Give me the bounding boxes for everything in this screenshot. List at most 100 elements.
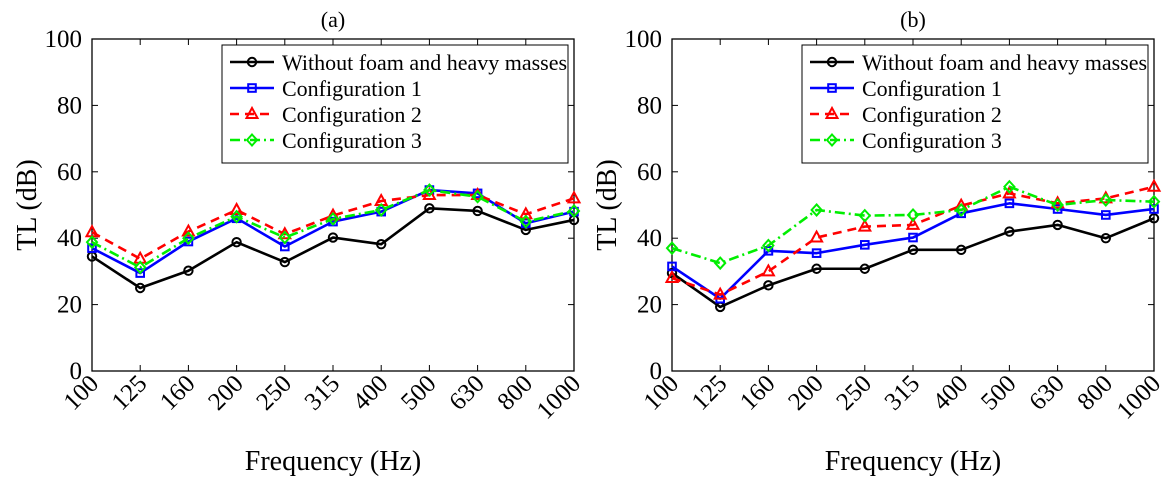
y-tick-label: 40	[57, 225, 82, 252]
data-point	[1051, 198, 1064, 212]
x-tick-label: 800	[1072, 370, 1118, 416]
x-tick-label: 1000	[532, 370, 586, 424]
x-tick-label: 630	[444, 370, 490, 416]
legend-item-1: Configuration 1	[230, 76, 422, 101]
legend-item-2: Configuration 2	[230, 102, 422, 127]
data-point	[182, 231, 195, 246]
legend-item-2: Configuration 2	[810, 102, 1002, 127]
legend-item-0: Without foam and heavy masses	[810, 50, 1147, 75]
data-point	[810, 202, 823, 217]
legend-label: Configuration 2	[282, 102, 422, 127]
legend-item-1: Configuration 1	[810, 76, 1002, 101]
series-line	[671, 217, 1155, 309]
data-point	[181, 223, 196, 237]
data-point	[1052, 219, 1063, 231]
legend-item-3: Configuration 3	[230, 128, 422, 153]
legend-label: Configuration 3	[282, 128, 422, 153]
data-point	[907, 244, 919, 256]
legend-label: Configuration 1	[282, 76, 422, 101]
data-point	[567, 203, 581, 218]
data-point	[1147, 194, 1161, 209]
legend-swatch-marker	[827, 83, 837, 93]
data-point	[906, 207, 920, 222]
y-tick-label: 60	[57, 159, 82, 186]
data-point	[761, 263, 776, 277]
legend: Without foam and heavy massesConfigurati…	[801, 44, 1149, 164]
legend-label: Without foam and heavy masses	[282, 50, 567, 75]
x-tick-label: 500	[976, 370, 1022, 416]
x-tick-label: 250	[251, 370, 297, 416]
series-3	[665, 179, 1161, 271]
data-point	[1148, 213, 1160, 224]
data-point	[135, 268, 145, 278]
x-tick-label: 160	[735, 370, 781, 416]
data-point	[1099, 193, 1113, 208]
legend-swatch-marker	[246, 56, 258, 68]
data-point	[1100, 233, 1112, 244]
x-axis-label: Frequency (Hz)	[245, 446, 421, 477]
data-point	[858, 208, 872, 223]
data-point	[1101, 210, 1111, 220]
data-point	[519, 214, 533, 229]
series-line	[671, 185, 1155, 296]
data-point	[1146, 178, 1162, 192]
x-tick-label: 125	[687, 370, 733, 416]
legend-item-3: Configuration 3	[810, 128, 1002, 153]
data-point	[423, 183, 436, 198]
data-point	[566, 190, 582, 204]
legend-label: Configuration 3	[862, 128, 1002, 153]
data-point	[1004, 198, 1015, 209]
y-tick-label: 0	[70, 358, 83, 385]
series-2	[664, 178, 1162, 300]
legend-label: Without foam and heavy masses	[862, 50, 1147, 75]
data-point	[277, 226, 292, 240]
data-point	[85, 235, 99, 250]
x-tick-label: 400	[928, 370, 974, 416]
data-point	[762, 238, 775, 253]
data-point	[664, 269, 680, 284]
x-tick-label: 315	[300, 370, 346, 416]
x-tick-label: 500	[396, 370, 442, 416]
data-point	[133, 260, 147, 275]
data-point	[811, 248, 822, 258]
data-point	[230, 209, 243, 224]
series-line	[91, 193, 575, 261]
data-point	[183, 265, 194, 276]
x-tick-label: 160	[155, 370, 201, 416]
legend-label: Configuration 1	[862, 76, 1002, 101]
data-point	[1003, 179, 1016, 194]
legend-swatch-marker	[245, 133, 259, 147]
legend: Without foam and heavy massesConfigurati…	[221, 44, 569, 164]
legend-swatch-marker	[824, 105, 840, 119]
legend-swatch-marker	[826, 56, 838, 68]
series-line	[91, 207, 575, 290]
data-point	[231, 236, 242, 248]
data-point	[229, 201, 244, 215]
data-point	[472, 205, 483, 217]
series-1	[87, 185, 579, 278]
series-line	[671, 202, 1155, 300]
data-point	[327, 232, 339, 243]
legend-item-0: Without foam and heavy masses	[230, 50, 567, 75]
x-tick-label: 200	[203, 370, 249, 416]
y-tick-label: 0	[650, 358, 663, 385]
data-point	[713, 256, 727, 271]
y-tick-label: 80	[637, 92, 662, 119]
legend-box	[801, 44, 1149, 164]
y-tick-label: 100	[625, 26, 663, 53]
data-point	[713, 286, 728, 300]
data-point	[954, 202, 968, 217]
data-point	[811, 263, 822, 274]
data-point	[763, 280, 774, 291]
data-point	[857, 218, 872, 232]
data-point	[326, 211, 340, 226]
y-tick-label: 20	[57, 292, 82, 319]
data-point	[374, 202, 388, 217]
y-tick-label: 100	[45, 26, 83, 53]
data-point	[1149, 204, 1159, 214]
x-tick-label: 800	[492, 370, 538, 416]
data-point	[135, 282, 146, 294]
